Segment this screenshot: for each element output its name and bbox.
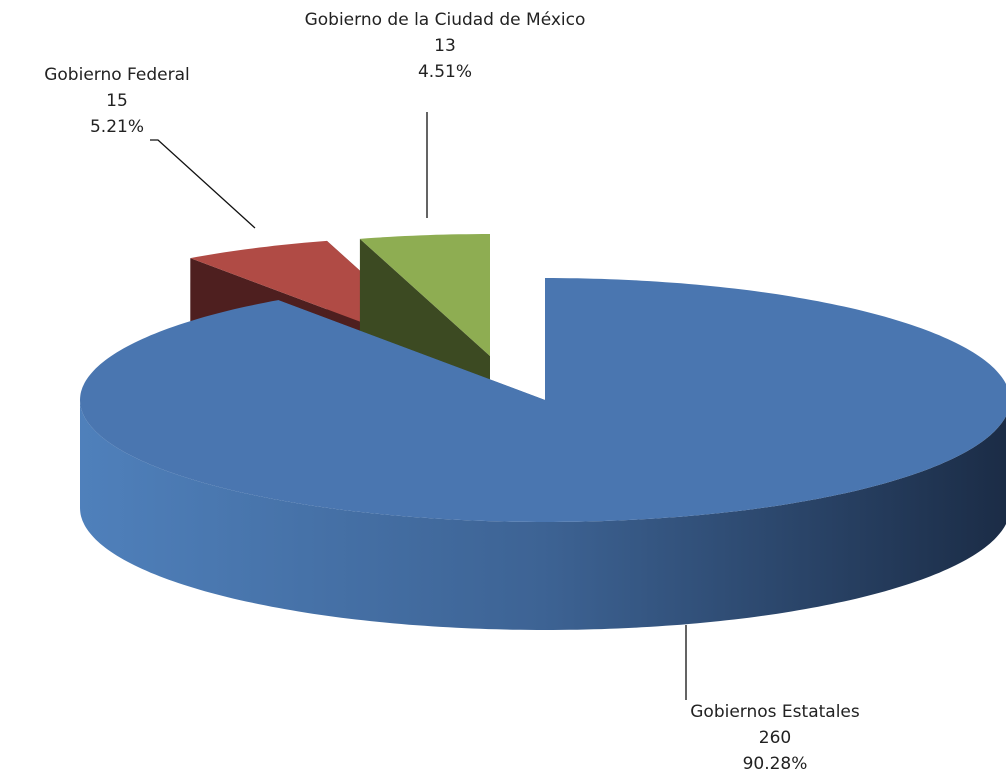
data-label: Gobierno Federal 15 5.21% — [0, 62, 234, 140]
slice — [359, 234, 490, 356]
slice-side — [80, 400, 1006, 630]
label-percent: 90.28% — [742, 754, 808, 774]
label-name: Gobierno Federal — [44, 65, 190, 85]
label-percent: 4.51% — [417, 62, 472, 82]
label-name: Gobierno de la Ciudad de México — [304, 10, 586, 30]
slice — [80, 278, 1006, 522]
label-name: Gobiernos Estatales — [690, 702, 860, 722]
label-value: 13 — [434, 36, 456, 56]
data-label: Gobierno de la Ciudad de México 13 4.51% — [290, 7, 600, 85]
label-value: 260 — [758, 728, 792, 748]
leader-line — [150, 139, 256, 229]
data-label: Gobiernos Estatales 260 90.28% — [600, 699, 950, 777]
label-percent: 5.21% — [89, 117, 144, 137]
label-value: 15 — [106, 91, 128, 111]
